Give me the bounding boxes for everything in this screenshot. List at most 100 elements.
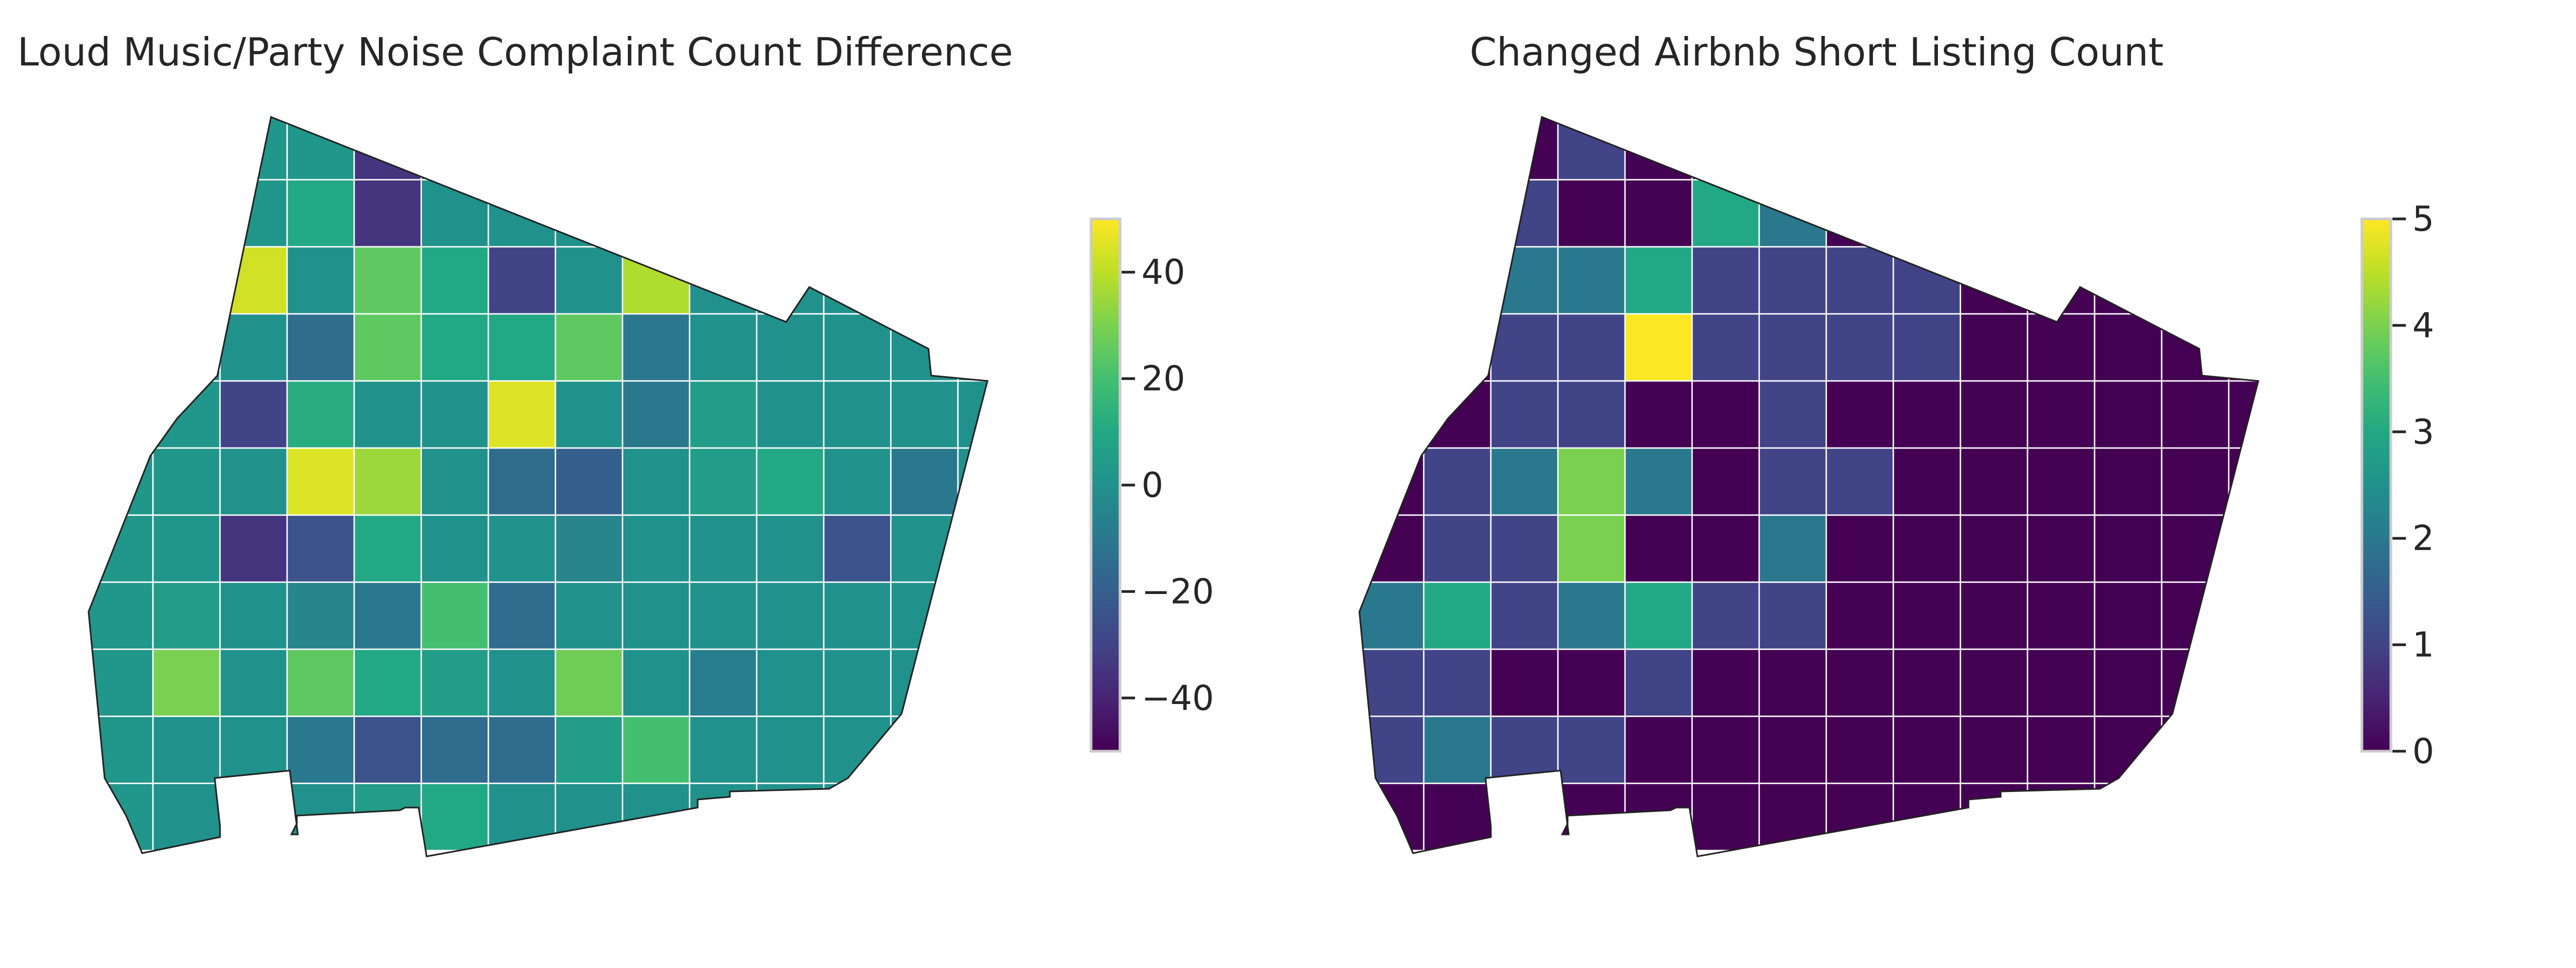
grid-cell bbox=[89, 117, 154, 181]
grid-cell bbox=[487, 514, 557, 583]
grid-cell bbox=[689, 179, 758, 248]
chart-title-airbnb: Changed Airbnb Short Listing Count bbox=[1469, 30, 2163, 75]
grid-cell bbox=[890, 179, 959, 248]
grid-cell bbox=[2026, 313, 2096, 382]
grid-cell bbox=[2161, 179, 2230, 248]
grid-cell bbox=[89, 179, 154, 248]
grid-cell bbox=[152, 782, 221, 852]
grid-cell bbox=[487, 648, 557, 717]
grid-cell bbox=[2026, 648, 2096, 717]
grid-cell bbox=[487, 313, 557, 382]
panel-noise-difference: Loud Music/Party Noise Complaint Count D… bbox=[17, 30, 1214, 857]
grid-cell bbox=[1825, 246, 1894, 315]
grid-cell bbox=[1557, 581, 1626, 650]
grid-cell bbox=[219, 447, 288, 516]
grid-cell bbox=[756, 715, 825, 784]
grid-cell bbox=[554, 117, 624, 181]
grid-cell bbox=[2228, 313, 2258, 382]
grid-cell bbox=[286, 715, 355, 784]
grid-cell bbox=[2161, 246, 2230, 315]
grid-cell bbox=[420, 246, 489, 315]
grid-cell bbox=[957, 782, 987, 852]
grid-cell bbox=[2094, 313, 2163, 382]
grid-cell bbox=[1490, 246, 1559, 315]
noise-area-outline bbox=[87, 115, 989, 857]
grid-cell bbox=[487, 380, 557, 449]
grid-cell bbox=[1959, 715, 2029, 784]
grid-cell bbox=[823, 246, 892, 315]
grid-cell bbox=[1490, 117, 1559, 181]
grid-cell bbox=[554, 380, 624, 449]
grid-cell bbox=[1758, 246, 1827, 315]
grid-cell bbox=[957, 117, 987, 181]
grid-cell bbox=[1691, 715, 1760, 784]
grid-cell bbox=[621, 581, 691, 650]
grid-cell bbox=[1624, 648, 1693, 717]
grid-cell bbox=[689, 246, 758, 315]
grid-cell bbox=[1959, 782, 2029, 852]
grid-cell bbox=[353, 246, 422, 315]
grid-cell bbox=[2026, 117, 2096, 181]
grid-cell bbox=[1557, 648, 1626, 717]
grid-cell bbox=[1959, 648, 2029, 717]
grid-cell bbox=[219, 246, 288, 315]
grid-cell bbox=[1624, 380, 1693, 449]
grid-cell bbox=[1959, 179, 2029, 248]
grid-cell bbox=[420, 715, 489, 784]
grid-cell bbox=[487, 246, 557, 315]
grid-cell bbox=[756, 179, 825, 248]
grid-cell bbox=[823, 715, 892, 784]
grid-cell bbox=[957, 514, 987, 583]
grid-cell bbox=[890, 581, 959, 650]
grid-cell bbox=[1423, 581, 1492, 650]
grid-cell bbox=[152, 117, 221, 181]
grid-cell bbox=[890, 514, 959, 583]
grid-cell bbox=[286, 246, 355, 315]
grid-cell bbox=[756, 782, 825, 852]
grid-cell bbox=[2026, 447, 2096, 516]
airbnb-area-outline bbox=[1358, 115, 2259, 857]
grid-cell bbox=[2026, 380, 2096, 449]
grid-cell bbox=[219, 782, 288, 852]
grid-cell bbox=[689, 648, 758, 717]
grid-cell bbox=[1359, 179, 1425, 248]
grid-cell bbox=[487, 117, 557, 181]
grid-cell bbox=[554, 782, 624, 852]
grid-cell bbox=[1359, 782, 1425, 852]
grid-cell bbox=[1691, 313, 1760, 382]
grid-cell bbox=[2161, 380, 2230, 449]
grid-cell bbox=[1423, 447, 1492, 516]
grid-cell bbox=[1624, 514, 1693, 583]
grid-cell bbox=[1557, 313, 1626, 382]
grid-cell bbox=[1825, 782, 1894, 852]
grid-cell bbox=[1624, 782, 1693, 852]
grid-cell bbox=[1825, 380, 1894, 449]
grid-cell bbox=[2026, 715, 2096, 784]
grid-cell bbox=[353, 179, 422, 248]
grid-cell bbox=[890, 246, 959, 315]
grid-cell bbox=[2094, 447, 2163, 516]
grid-cell bbox=[689, 117, 758, 181]
grid-cell bbox=[689, 782, 758, 852]
grid-cell bbox=[2094, 514, 2163, 583]
grid-cell bbox=[420, 648, 489, 717]
grid-cell bbox=[2094, 782, 2163, 852]
grid-cell bbox=[756, 380, 825, 449]
grid-cell bbox=[1359, 380, 1425, 449]
grid-cell bbox=[1557, 380, 1626, 449]
noise-grid bbox=[89, 117, 987, 852]
grid-cell bbox=[1490, 447, 1559, 516]
grid-cell bbox=[89, 380, 154, 449]
grid-cell bbox=[689, 581, 758, 650]
grid-cell bbox=[1892, 581, 1962, 650]
grid-cell bbox=[152, 313, 221, 382]
grid-cell bbox=[353, 715, 422, 784]
grid-cell bbox=[1892, 179, 1962, 248]
colorbar-tick-label: 20 bbox=[1141, 360, 1185, 399]
grid-cell bbox=[1758, 581, 1827, 650]
grid-cell bbox=[554, 514, 624, 583]
grid-cell bbox=[1758, 782, 1827, 852]
grid-cell bbox=[554, 581, 624, 650]
grid-cell bbox=[1892, 313, 1962, 382]
